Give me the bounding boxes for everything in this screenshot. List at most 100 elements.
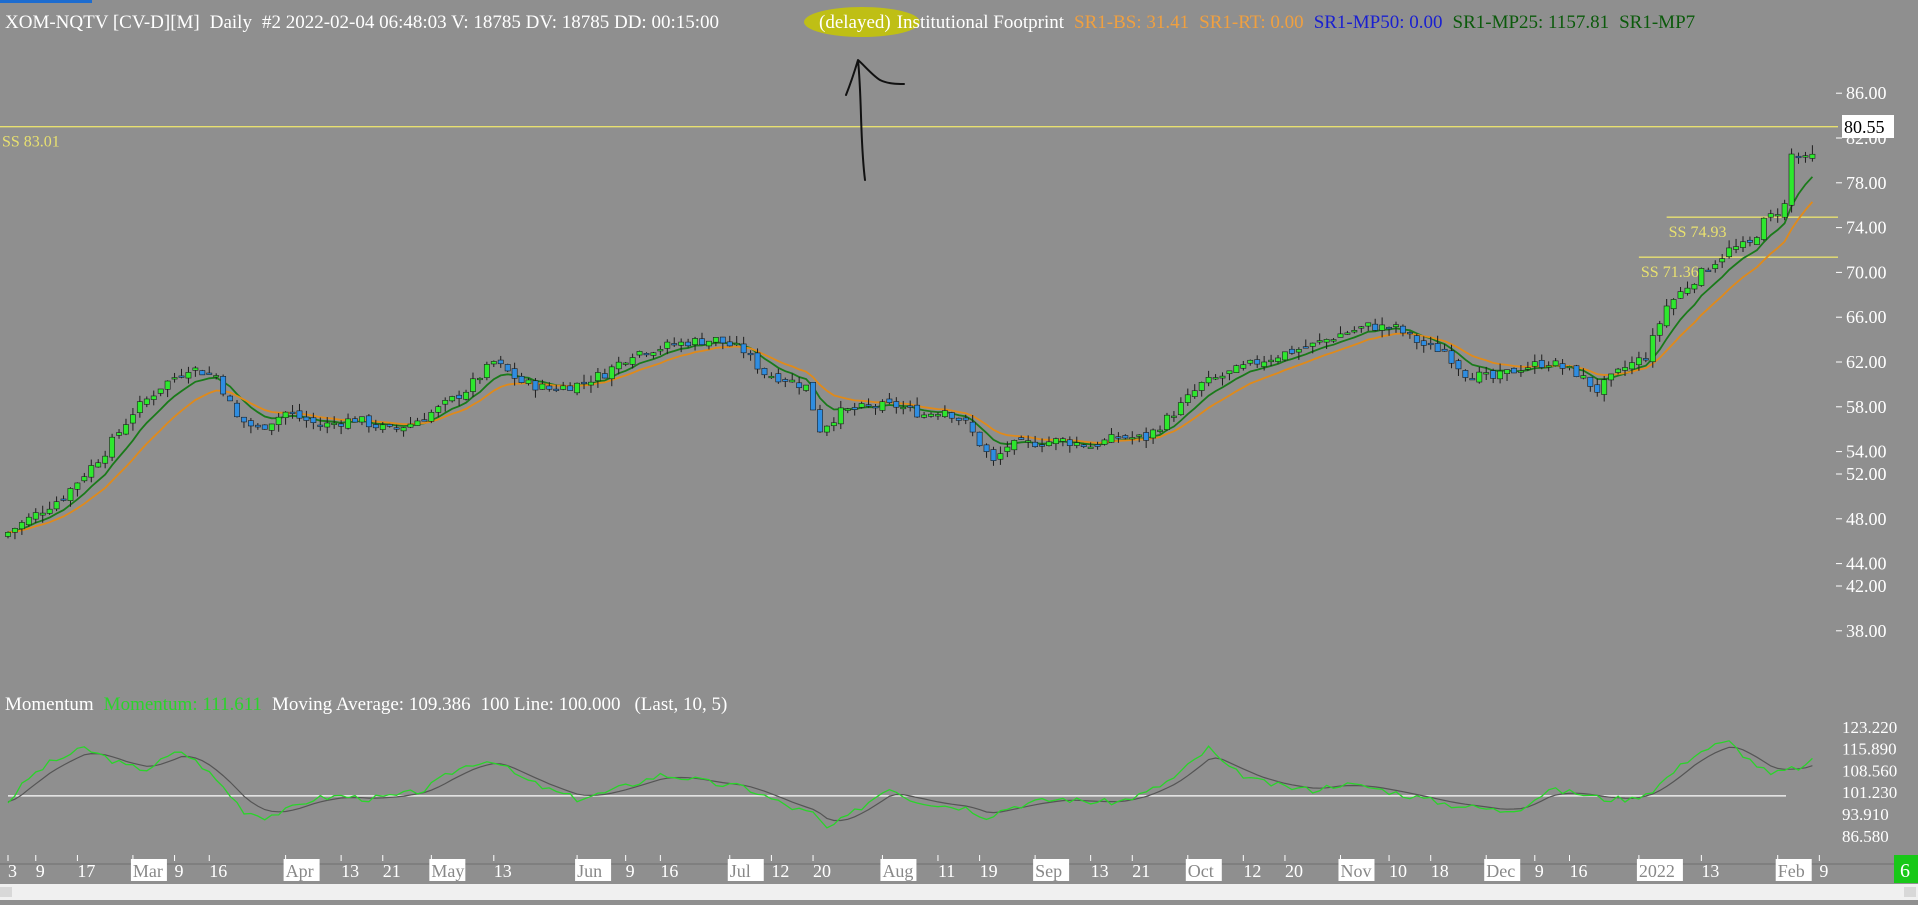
- candle: [1760, 217, 1767, 242]
- candle-body: [893, 401, 900, 408]
- candle-body: [1455, 360, 1462, 370]
- candle: [1268, 354, 1274, 366]
- momentum-params: (Last, 10, 5): [634, 694, 727, 715]
- candle: [782, 377, 789, 388]
- candle-body: [1400, 325, 1406, 334]
- time-axis-day-label: 20: [813, 861, 831, 881]
- price-axis-label: 78.00: [1846, 173, 1887, 193]
- candle: [324, 417, 331, 434]
- candle-body: [1622, 367, 1628, 371]
- candle-body: [1684, 287, 1691, 294]
- candle-body: [581, 381, 587, 385]
- candle: [414, 417, 421, 426]
- price-axis-label: 44.00: [1846, 554, 1887, 574]
- candle: [442, 397, 449, 412]
- candle: [671, 337, 678, 347]
- candle-body: [733, 343, 740, 346]
- candle-body: [588, 381, 594, 386]
- candle: [331, 416, 338, 429]
- header-symbol: XOM-NQTV [CV-D][M]: [5, 12, 200, 33]
- candle: [365, 414, 372, 433]
- candle: [289, 405, 296, 419]
- candle: [983, 443, 990, 458]
- candle: [220, 374, 227, 397]
- header-sr1-mp7: SR1-MP7: [1619, 12, 1695, 33]
- candle: [477, 377, 483, 384]
- candle-body: [143, 398, 150, 405]
- candle: [421, 412, 428, 422]
- candle: [60, 495, 67, 502]
- candle: [733, 336, 740, 347]
- candle: [803, 384, 809, 392]
- candle: [699, 332, 705, 346]
- corner-badge[interactable]: [1894, 855, 1918, 883]
- candle-body: [518, 376, 525, 383]
- header-sr1-bs: SR1-BS: 31.41: [1074, 12, 1189, 33]
- candle: [1393, 321, 1399, 333]
- candle: [1601, 375, 1608, 402]
- candle-body: [1809, 153, 1816, 159]
- horizontal-scrollbar[interactable]: [0, 884, 1918, 900]
- candle-body: [234, 402, 240, 418]
- candle: [921, 411, 927, 419]
- candle: [726, 335, 733, 347]
- scroll-right-arrow[interactable]: [1904, 887, 1916, 897]
- candle: [935, 412, 941, 420]
- candle-body: [1212, 377, 1219, 380]
- candle-body: [1011, 440, 1018, 451]
- candle: [18, 520, 25, 535]
- month-label-bg: [575, 859, 612, 881]
- month-label-bg: [429, 859, 466, 881]
- candle: [574, 382, 580, 396]
- candle: [1455, 358, 1462, 376]
- candle: [1205, 370, 1212, 387]
- candle-body: [164, 380, 171, 390]
- candle: [1670, 298, 1677, 316]
- scroll-left-arrow[interactable]: [0, 887, 12, 897]
- time-axis-month-label: Dec: [1486, 861, 1515, 881]
- candle-body: [1254, 359, 1261, 365]
- candle-body: [393, 427, 400, 430]
- candle: [1524, 361, 1531, 371]
- candle: [775, 368, 782, 384]
- candle: [1781, 199, 1788, 221]
- candle: [1448, 344, 1455, 369]
- candle: [539, 379, 546, 390]
- time-axis-month-label: Sep: [1035, 861, 1062, 881]
- candle-body: [150, 395, 157, 400]
- candle: [1406, 331, 1413, 339]
- candle: [449, 395, 456, 403]
- header-sr1-mp25: SR1-MP25: 1157.81: [1453, 12, 1610, 33]
- candle-body: [1420, 340, 1427, 346]
- time-axis[interactable]: 3 9 17 Mar 9 16 Apr 13 21 May 13 Jun 9 16 Jul 12 20 Aug 11…: [7, 855, 1828, 881]
- candle-body: [470, 378, 476, 392]
- candle: [1295, 347, 1302, 360]
- candle-body: [886, 398, 893, 403]
- candle-body: [719, 336, 726, 344]
- candle-body: [192, 367, 199, 371]
- candle: [248, 417, 254, 434]
- candle: [1712, 260, 1719, 273]
- candle: [1476, 366, 1483, 384]
- candle: [102, 450, 109, 469]
- time-axis-day-label: 13: [341, 861, 359, 881]
- candle: [1115, 432, 1122, 443]
- candle-body: [692, 338, 698, 346]
- candle-body: [275, 416, 282, 425]
- candle: [157, 388, 164, 397]
- candle-body: [206, 372, 213, 375]
- time-axis-month-label: May: [431, 861, 464, 881]
- momentum-axis-label: 108.560: [1842, 761, 1897, 780]
- candle: [1726, 240, 1733, 259]
- candle: [1171, 410, 1177, 422]
- support-line-label: SS 74.93: [1669, 224, 1727, 241]
- candle: [594, 368, 601, 388]
- candle: [1004, 441, 1011, 458]
- candle: [1226, 370, 1233, 381]
- time-axis-month-label: Aug: [882, 861, 913, 881]
- candle-body: [1177, 402, 1184, 416]
- candle-body: [872, 406, 879, 409]
- candle: [1101, 438, 1108, 446]
